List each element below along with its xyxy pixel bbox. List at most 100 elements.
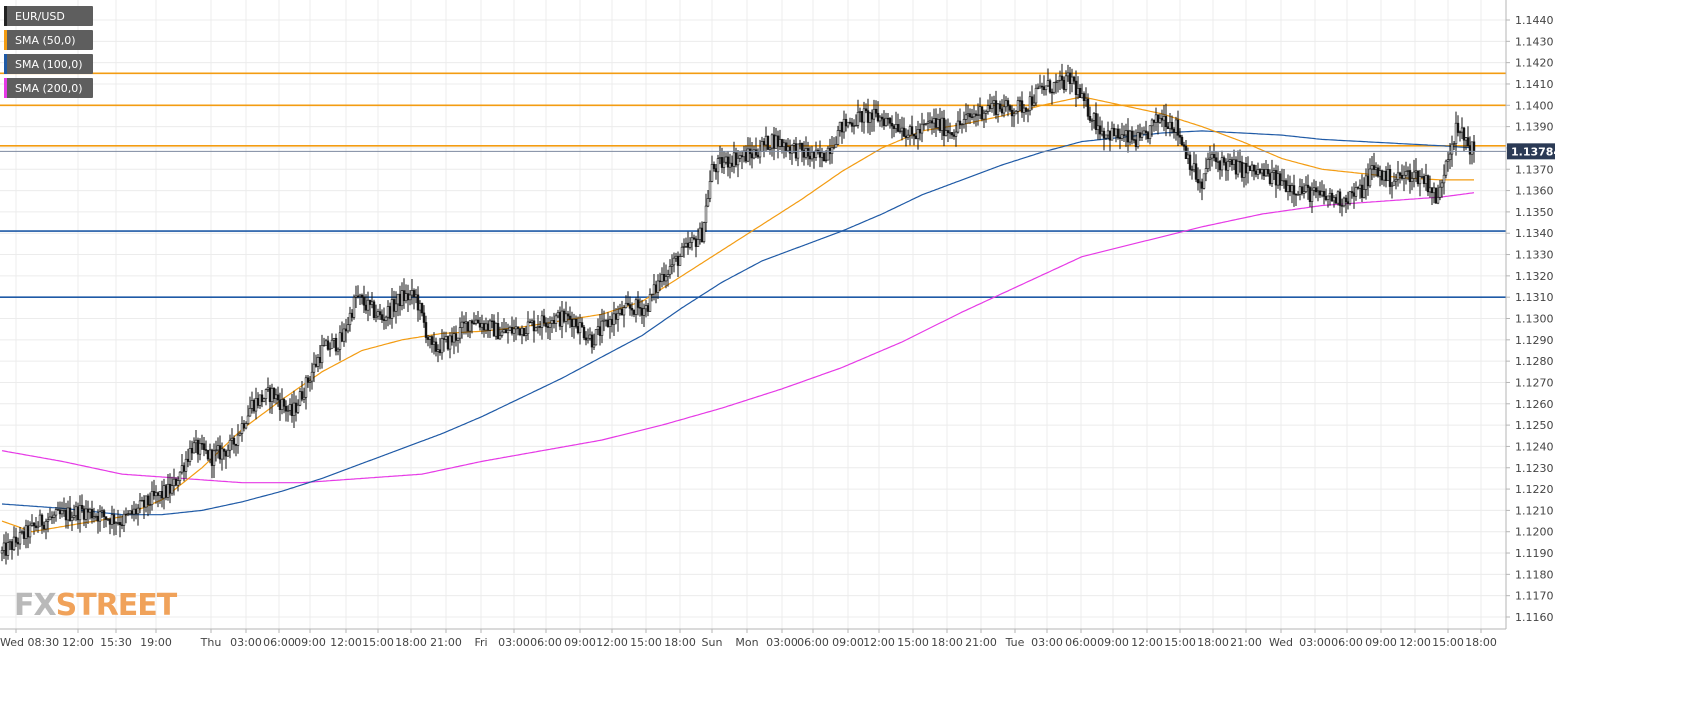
candle-body bbox=[1472, 141, 1476, 152]
candle-body bbox=[436, 349, 440, 352]
candle-body bbox=[1358, 184, 1362, 189]
candle-body bbox=[746, 148, 750, 162]
candle-body bbox=[634, 299, 638, 315]
candle-body bbox=[1248, 165, 1252, 172]
y-tick-label: 1.1200 bbox=[1515, 526, 1554, 539]
candle-body bbox=[494, 323, 498, 337]
candle-body bbox=[898, 130, 902, 133]
candle-body bbox=[440, 338, 444, 354]
candle-body bbox=[1174, 119, 1178, 133]
sma-100-line bbox=[1, 130, 1475, 516]
candle-body bbox=[1222, 157, 1226, 163]
candle-body bbox=[862, 108, 866, 123]
x-tick-label: 12:00 bbox=[596, 636, 628, 649]
candle-body bbox=[426, 337, 430, 340]
candle-body bbox=[356, 295, 360, 298]
legend-swatch-eurusd bbox=[4, 6, 7, 26]
candle-body bbox=[1184, 145, 1188, 160]
candle-body bbox=[4, 542, 8, 556]
legend-item-sma-100[interactable]: SMA (100,0) bbox=[4, 54, 93, 74]
candle-body bbox=[328, 348, 332, 350]
candle-body bbox=[860, 111, 864, 123]
candle-body bbox=[1180, 136, 1184, 146]
candle-body bbox=[14, 536, 18, 543]
candle-body bbox=[948, 132, 952, 134]
candle-body bbox=[234, 443, 238, 446]
candle-body bbox=[210, 449, 214, 466]
candle-body bbox=[626, 302, 630, 305]
candle-body bbox=[792, 143, 796, 146]
y-tick-label: 1.1260 bbox=[1515, 398, 1554, 411]
candle-body bbox=[960, 123, 964, 126]
candle-body bbox=[470, 320, 474, 324]
candle-body bbox=[710, 164, 714, 182]
candle-body bbox=[564, 313, 568, 322]
candle-body bbox=[1160, 117, 1164, 121]
candle-body bbox=[1112, 127, 1116, 137]
candle-body bbox=[132, 508, 136, 515]
candle-body bbox=[582, 326, 586, 339]
candle-body bbox=[96, 515, 100, 522]
candle-body bbox=[782, 142, 786, 147]
candle-body bbox=[180, 465, 184, 473]
candle-body bbox=[236, 434, 240, 446]
candle-body bbox=[1320, 191, 1324, 196]
x-tick-label: 06:00 bbox=[530, 636, 562, 649]
candle-body bbox=[278, 399, 282, 410]
candle-body bbox=[1034, 87, 1038, 104]
candle-body bbox=[1090, 120, 1094, 122]
candle-body bbox=[852, 125, 856, 127]
candle-body bbox=[1014, 111, 1018, 115]
candle-body bbox=[830, 147, 834, 155]
candle-body bbox=[362, 296, 366, 306]
legend-item-sma-200[interactable]: SMA (200,0) bbox=[4, 78, 93, 98]
x-tick-label: 19:00 bbox=[140, 636, 172, 649]
candle-body bbox=[352, 297, 356, 318]
candle-body bbox=[788, 146, 792, 154]
candle-body bbox=[682, 246, 686, 248]
candle-body bbox=[886, 117, 890, 120]
candle-body bbox=[1264, 169, 1268, 177]
candle-body bbox=[568, 315, 572, 320]
y-tick-label: 1.1350 bbox=[1515, 206, 1554, 219]
candle-body bbox=[22, 531, 26, 539]
candle-body bbox=[730, 162, 734, 167]
candle-body bbox=[486, 323, 490, 331]
candle-body bbox=[378, 311, 382, 315]
candle-body bbox=[1372, 165, 1376, 170]
candle-body bbox=[244, 423, 248, 429]
y-tick-label: 1.1220 bbox=[1515, 483, 1554, 496]
candle-body bbox=[1018, 100, 1022, 102]
candle-body bbox=[212, 450, 216, 466]
candle-body bbox=[766, 135, 770, 150]
candle-body bbox=[1340, 205, 1344, 207]
candle-body bbox=[1064, 75, 1068, 90]
candle-body bbox=[1084, 98, 1088, 101]
candle-body bbox=[1360, 184, 1364, 198]
candle-body bbox=[438, 349, 442, 354]
candle-body bbox=[1130, 130, 1134, 140]
x-tick-label: 03:00 bbox=[1299, 636, 1331, 649]
legend-item-sma-50[interactable]: SMA (50,0) bbox=[4, 30, 93, 50]
candle-body bbox=[258, 394, 262, 406]
y-tick-label: 1.1310 bbox=[1515, 291, 1554, 304]
candle-body bbox=[912, 133, 916, 137]
x-tick-label: 15:00 bbox=[362, 636, 394, 649]
candle-body bbox=[366, 299, 370, 311]
candle-body bbox=[1044, 85, 1048, 91]
candle-body bbox=[1042, 86, 1046, 91]
candle-body bbox=[1172, 128, 1176, 133]
candle-body bbox=[806, 148, 810, 157]
candle-body bbox=[764, 135, 768, 146]
candle-body bbox=[668, 266, 672, 275]
candle-body bbox=[336, 348, 340, 352]
candle-body bbox=[798, 143, 802, 145]
candle-body bbox=[994, 100, 998, 115]
candle-body bbox=[422, 312, 426, 323]
candle-body bbox=[518, 328, 522, 336]
candle-body bbox=[1280, 180, 1284, 186]
candle-body bbox=[962, 119, 966, 125]
candle-body bbox=[286, 410, 290, 412]
candle-body bbox=[878, 116, 882, 122]
legend-item-eurusd[interactable]: EUR/USD bbox=[4, 6, 93, 26]
